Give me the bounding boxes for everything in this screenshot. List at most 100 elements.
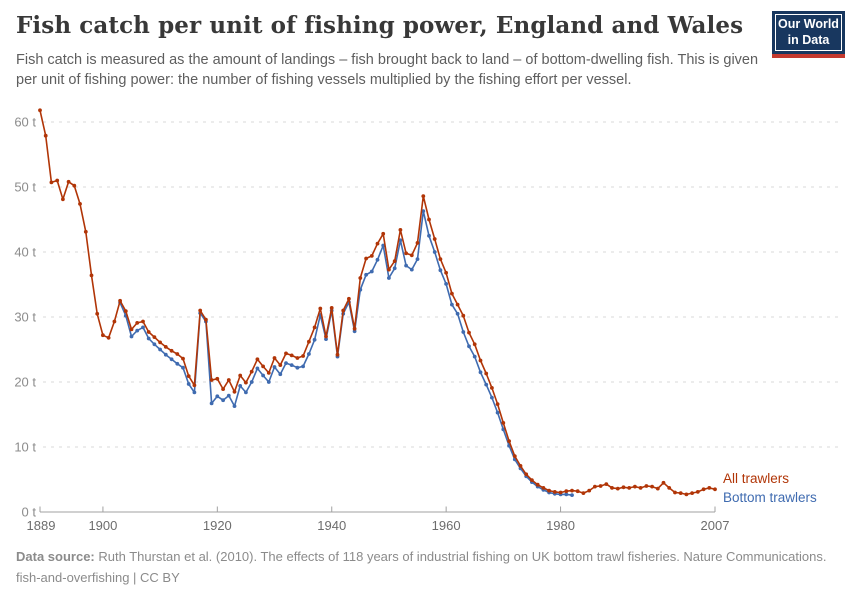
data-point [467,330,471,335]
data-source-line: Data source: Ruth Thurstan et al. (2010)… [16,546,836,567]
data-point [215,376,220,381]
data-point [455,302,460,307]
data-point [204,317,208,322]
data-point [387,276,391,280]
data-point [101,333,105,338]
license-line: fish-and-overfishing | CC BY [16,570,180,585]
data-point [141,319,145,324]
data-point [404,251,408,256]
data-point [575,489,580,494]
series-line-0[interactable] [39,109,716,496]
data-point [369,269,374,274]
data-point [684,492,689,497]
data-point [415,241,420,245]
data-point [72,183,77,188]
data-point [415,257,420,261]
data-point [278,363,283,367]
owid-logo-line1: Our World [778,17,839,31]
data-point [329,306,334,310]
data-point [581,491,586,495]
data-point [169,348,174,353]
y-tick-label-0: 0 t [22,505,37,520]
data-point [181,356,185,361]
data-point [358,276,363,280]
data-point [112,319,117,324]
owid-logo-text: Our World in Data [775,14,842,52]
data-point [427,233,431,238]
data-point [318,306,323,311]
data-point [106,335,111,340]
data-point [272,365,277,369]
data-point [61,197,65,202]
data-point [83,229,88,234]
data-point [215,394,220,399]
data-point [558,490,563,495]
data-point [261,364,265,369]
series-line-1[interactable] [119,210,573,496]
data-point [169,357,174,362]
data-point [43,133,48,138]
data-point [181,365,185,370]
x-tick-label-1920: 1920 [203,518,232,533]
data-point [438,257,443,261]
data-point [152,342,157,347]
y-tick-label-60: 60 t [14,115,36,130]
data-point [478,370,483,375]
data-point [404,263,408,268]
data-point [673,490,677,495]
owid-logo[interactable]: Our World in Data [772,11,845,59]
data-point [598,484,603,488]
data-point [638,486,643,490]
data-point [295,356,300,360]
data-point [604,482,609,486]
data-point [541,486,546,490]
data-point [278,372,283,377]
data-point [284,351,288,356]
data-point [66,179,71,184]
data-point [352,329,357,334]
data-point [226,378,231,382]
y-tick-label-10: 10 t [14,440,36,455]
data-point [409,253,414,258]
data-point [312,337,317,342]
data-point [392,266,397,271]
legend-all-trawlers[interactable]: All trawlers [723,471,790,486]
data-point [175,352,180,356]
y-tick-label-40: 40 t [14,245,36,260]
data-point [633,484,637,489]
data-point [427,217,431,222]
data-point [387,267,391,272]
data-point [621,485,626,490]
data-source-label: Data source: [16,549,95,564]
data-point [690,491,694,495]
data-point [244,380,248,385]
data-point [307,352,311,356]
data-point [369,254,374,258]
data-point [238,373,243,378]
data-point [455,311,460,316]
data-point [644,484,649,488]
y-tick-label-50: 50 t [14,180,36,195]
data-point [198,308,203,313]
data-point [444,270,448,275]
data-point [226,393,231,398]
data-point [564,489,569,494]
data-point [312,325,317,330]
data-point [512,454,517,458]
data-point [461,330,466,334]
data-point [524,472,529,477]
data-point [266,371,271,375]
data-point [535,482,540,487]
data-point [255,366,260,371]
data-point [55,178,60,183]
data-point [255,357,260,362]
data-point [381,231,386,236]
data-point [472,354,477,359]
data-point [450,291,454,296]
legend-bottom-trawlers[interactable]: Bottom trawlers [723,490,817,505]
data-point [123,309,128,313]
data-point [141,325,145,330]
data-point [450,302,454,307]
data-point [655,486,660,491]
